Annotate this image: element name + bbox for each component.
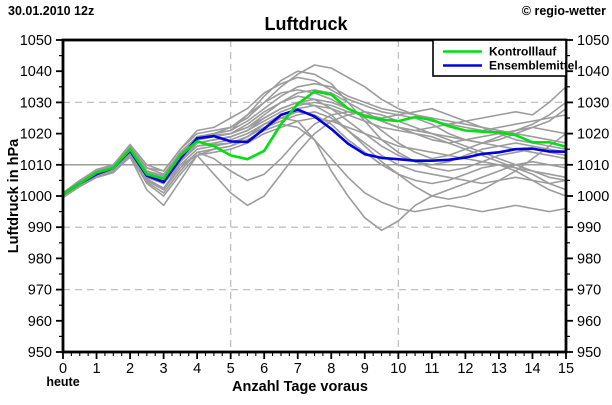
x-tick-label: 4 (193, 361, 201, 377)
x-tick-label: 10 (390, 361, 406, 377)
x-tick-label: 6 (260, 361, 268, 377)
y-tick-label-right: 980 (577, 251, 601, 267)
y-tick-label-left: 960 (28, 314, 52, 330)
y-tick-label-left: 990 (28, 220, 52, 236)
y-tick-label-left: 1020 (20, 127, 52, 143)
y-tick-label-left: 1000 (20, 189, 52, 205)
kontrolllauf-line (62, 90, 567, 196)
y-axis-title: Luftdruck in hPa (6, 138, 22, 253)
x-tick-label: 5 (227, 361, 235, 377)
x-tick-label: 2 (126, 361, 134, 377)
ensemble-member-line-13 (62, 82, 567, 194)
y-tick-label-left: 970 (28, 283, 52, 299)
y-tick-label-left: 950 (28, 345, 52, 361)
chart-title: Luftdruck (265, 14, 349, 34)
y-tick-label-left: 1010 (20, 158, 52, 174)
y-tick-label-left: 1050 (20, 33, 52, 49)
y-tick-label-right: 950 (577, 345, 601, 361)
x-tick-label: 11 (424, 361, 439, 377)
y-tick-label-left: 980 (28, 251, 52, 267)
x-tick-label: 8 (327, 361, 335, 377)
y-tick-label-right: 990 (577, 220, 601, 236)
x-tick-label: 15 (558, 361, 574, 377)
series-layer (62, 64, 567, 232)
grid-layer (63, 40, 566, 352)
y-tick-label-right: 970 (577, 283, 601, 299)
y-tick-label-left: 1040 (20, 64, 52, 80)
y-tick-label-right: 1030 (577, 95, 609, 111)
y-tick-label-right: 1010 (577, 158, 609, 174)
legend-label-kontrolllauf: Kontrolllauf (489, 45, 557, 59)
x-tick-label: 12 (457, 361, 473, 377)
x-tick-label: 14 (524, 361, 540, 377)
x-tick-label: 9 (361, 361, 369, 377)
legend-box (432, 39, 567, 77)
x-axis-title: Anzahl Tage voraus (232, 379, 368, 395)
y-tick-label-right: 1050 (577, 33, 609, 49)
ensemblemittel-line (62, 108, 567, 196)
copyright-credit: © regio-wetter (522, 4, 606, 18)
y-tick-label-right: 960 (577, 314, 601, 330)
today-label: heute (46, 375, 79, 389)
x-tick-label: 13 (491, 361, 507, 377)
y-tick-label-right: 1020 (577, 127, 609, 143)
y-tick-label-right: 1000 (577, 189, 609, 205)
ensemble-member-line-16 (62, 111, 567, 197)
legend: Kontrolllauf Ensemblemittel (432, 39, 578, 77)
x-tick-label: 1 (92, 361, 100, 377)
y-tick-label-left: 1030 (20, 95, 52, 111)
plot-frame (61, 38, 568, 354)
legend-label-ensemblemittel: Ensemblemittel (489, 59, 578, 73)
x-tick-label: 7 (294, 361, 302, 377)
y-tick-label-right: 1040 (577, 64, 609, 80)
x-tick-label: 3 (160, 361, 168, 377)
x-tick-label: 0 (59, 361, 67, 377)
run-datetime: 30.01.2010 12z (8, 4, 94, 18)
